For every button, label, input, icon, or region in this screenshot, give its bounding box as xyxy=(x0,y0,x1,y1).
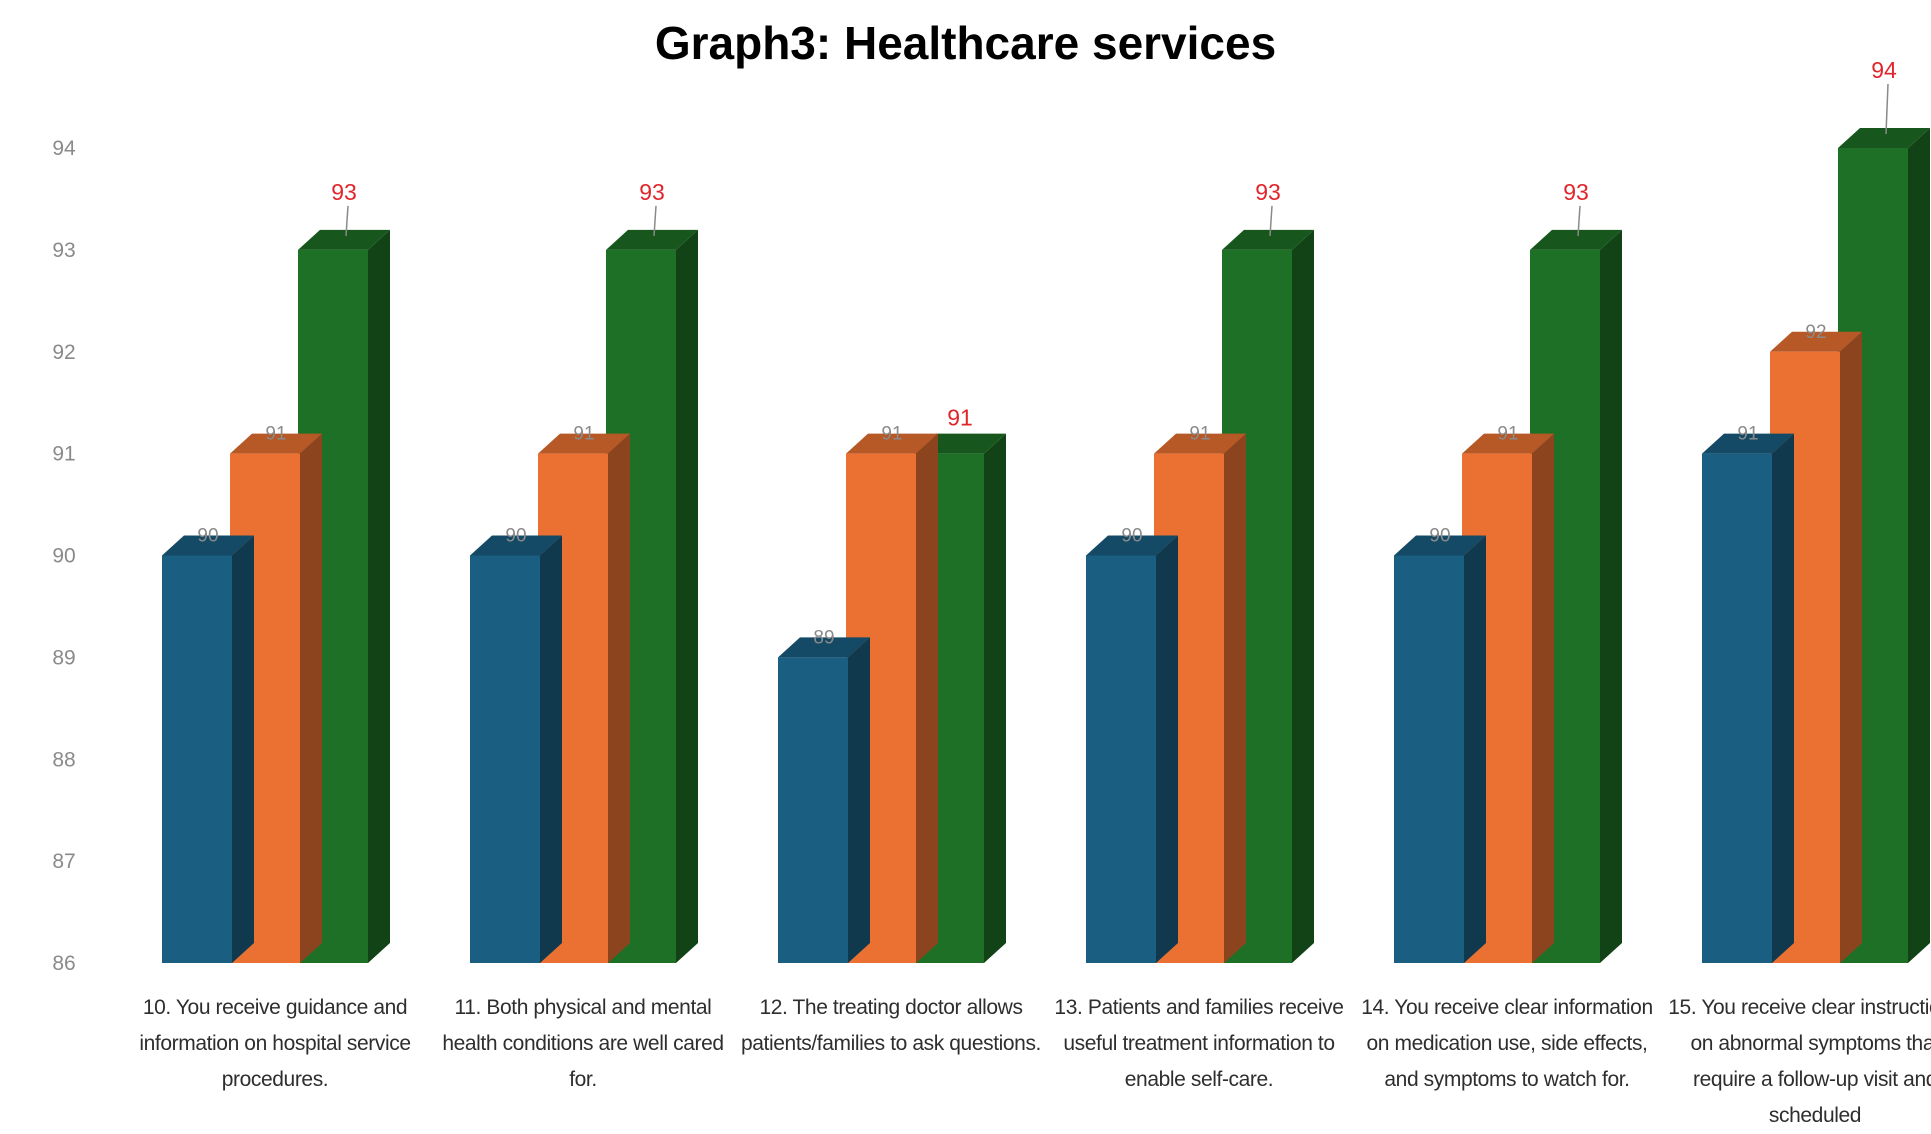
data-label: 93 xyxy=(331,179,357,205)
y-tick-label: 90 xyxy=(52,545,75,568)
bar xyxy=(162,535,254,963)
x-tick-label: 14. You receive clear information on med… xyxy=(1361,996,1653,1091)
bar xyxy=(1394,535,1486,963)
bar-side xyxy=(368,229,390,963)
bar-front xyxy=(778,657,848,963)
bar-top xyxy=(1838,128,1930,148)
bar-side xyxy=(232,535,254,963)
data-label: 91 xyxy=(1189,424,1210,445)
data-label-leader xyxy=(345,205,349,236)
data-label-leader xyxy=(653,205,657,236)
bar-top xyxy=(162,535,254,556)
x-tick-label: 11. Both physical and mental health cond… xyxy=(442,996,724,1091)
y-tick-label: 87 xyxy=(52,850,75,873)
bar-side xyxy=(1156,535,1178,963)
data-label-leader xyxy=(1885,83,1889,135)
data-label: 91 xyxy=(1737,424,1758,445)
data-label: 91 xyxy=(1497,424,1518,445)
bar xyxy=(606,229,698,963)
bar-side xyxy=(676,229,698,963)
data-label: 94 xyxy=(1871,57,1897,83)
bar-side xyxy=(1908,128,1930,963)
data-label: 91 xyxy=(947,405,973,431)
bar-front xyxy=(470,555,540,963)
bar-front xyxy=(162,555,232,963)
data-label: 93 xyxy=(1255,179,1281,205)
bar-top xyxy=(1770,331,1862,352)
data-label: 91 xyxy=(881,424,902,445)
data-label: 90 xyxy=(505,526,526,547)
bar xyxy=(298,229,390,963)
x-tick-label: 13. Patients and families receive useful… xyxy=(1054,996,1344,1091)
bar-group: 90 91 93 xyxy=(470,179,698,963)
bar-top xyxy=(1394,535,1486,556)
data-label: 91 xyxy=(573,424,594,445)
bar-side xyxy=(1532,433,1554,963)
bar-side xyxy=(1292,229,1314,963)
y-tick-label: 92 xyxy=(52,341,75,364)
y-tick-label: 88 xyxy=(52,748,75,771)
bar-side xyxy=(540,535,562,963)
data-label: 92 xyxy=(1805,322,1826,343)
x-tick-label: 15. You receive clear instructions on ab… xyxy=(1668,996,1931,1127)
data-label: 91 xyxy=(265,424,286,445)
data-label: 89 xyxy=(813,627,834,648)
data-label-leader xyxy=(1269,205,1273,236)
y-tick-label: 86 xyxy=(52,952,75,975)
bar-top xyxy=(1530,229,1622,250)
bar-top xyxy=(1462,433,1554,454)
bar-group: 91 92 94 xyxy=(1702,57,1930,963)
bar xyxy=(470,535,562,963)
bar-top xyxy=(606,229,698,250)
y-tick-label: 91 xyxy=(52,443,75,466)
data-label: 93 xyxy=(639,179,665,205)
bar-top xyxy=(538,433,630,454)
bar-side xyxy=(848,637,870,963)
bar xyxy=(1702,433,1794,963)
data-label: 93 xyxy=(1563,179,1589,205)
bar-top xyxy=(230,433,322,454)
data-label: 90 xyxy=(1429,526,1450,547)
bar-top xyxy=(1702,433,1794,454)
bar-top xyxy=(298,229,390,250)
chart-title: Graph3: Healthcare services xyxy=(654,17,1277,69)
bar xyxy=(778,637,870,963)
bar xyxy=(1086,535,1178,963)
y-tick-label: 94 xyxy=(52,137,76,160)
x-tick-label: 12. The treating doctor allows patients/… xyxy=(741,996,1041,1055)
bar-group: 90 91 93 xyxy=(1394,179,1622,963)
bar-side xyxy=(1600,229,1622,963)
bar-front xyxy=(1086,555,1156,963)
bar-group: 89 91 91 xyxy=(778,405,1006,963)
y-tick-label: 93 xyxy=(52,239,75,262)
bar-side xyxy=(1464,535,1486,963)
bar-top xyxy=(1086,535,1178,556)
bar xyxy=(1530,229,1622,963)
bar-top xyxy=(846,433,938,454)
x-tick-label: 10. You receive guidance and information… xyxy=(139,996,411,1091)
data-label-leader xyxy=(1577,205,1581,236)
bar-top xyxy=(1222,229,1314,250)
bar-front xyxy=(1394,555,1464,963)
bar-top xyxy=(778,637,870,658)
y-tick-label: 89 xyxy=(52,646,75,669)
bar-top xyxy=(1154,433,1246,454)
bar-side xyxy=(300,433,322,963)
bar-group: 90 91 93 xyxy=(162,179,390,963)
bar-side xyxy=(916,433,938,963)
bar-side xyxy=(1840,331,1862,963)
bar-side xyxy=(608,433,630,963)
bar-side xyxy=(984,433,1006,963)
data-label: 90 xyxy=(197,526,218,547)
data-label: 90 xyxy=(1121,526,1142,547)
bar-top xyxy=(470,535,562,556)
bar-side xyxy=(1772,433,1794,963)
bar-side xyxy=(1224,433,1246,963)
bar-group: 90 91 93 xyxy=(1086,179,1314,963)
bar-front xyxy=(1702,453,1772,963)
